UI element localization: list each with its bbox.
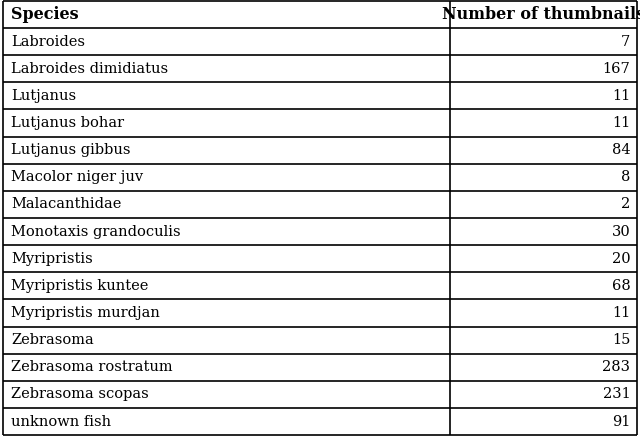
Text: 11: 11: [612, 116, 630, 130]
Text: 20: 20: [612, 252, 630, 266]
Bar: [3, 1, 637, 28]
Bar: [3, 408, 637, 435]
Text: Monotaxis grandoculis: Monotaxis grandoculis: [11, 225, 180, 238]
Bar: [3, 354, 637, 381]
Text: 2: 2: [621, 198, 630, 211]
Text: 84: 84: [612, 143, 630, 157]
Text: Lutjanus: Lutjanus: [11, 89, 76, 103]
Text: 8: 8: [621, 170, 630, 184]
Bar: [3, 191, 637, 218]
Bar: [3, 327, 637, 354]
Text: Malacanthidae: Malacanthidae: [11, 198, 121, 211]
Text: 7: 7: [621, 34, 630, 48]
Text: 15: 15: [612, 333, 630, 347]
Text: Zebrasoma rostratum: Zebrasoma rostratum: [11, 360, 173, 374]
Text: Lutjanus bohar: Lutjanus bohar: [11, 116, 124, 130]
Bar: [3, 82, 637, 109]
Text: Myripristis murdjan: Myripristis murdjan: [11, 306, 160, 320]
Text: 231: 231: [603, 388, 630, 402]
Bar: [3, 164, 637, 191]
Text: 283: 283: [602, 360, 630, 374]
Bar: [3, 300, 637, 327]
Bar: [3, 55, 637, 82]
Bar: [3, 245, 637, 272]
Bar: [3, 109, 637, 136]
Text: 91: 91: [612, 415, 630, 429]
Bar: [3, 136, 637, 164]
Text: 30: 30: [612, 225, 630, 238]
Text: Number of thumbnails: Number of thumbnails: [442, 6, 640, 23]
Text: unknown fish: unknown fish: [11, 415, 111, 429]
Text: Myripristis: Myripristis: [11, 252, 93, 266]
Bar: [3, 272, 637, 300]
Text: Zebrasoma scopas: Zebrasoma scopas: [11, 388, 148, 402]
Text: Species: Species: [11, 6, 79, 23]
Text: Zebrasoma: Zebrasoma: [11, 333, 93, 347]
Text: 167: 167: [603, 62, 630, 76]
Text: Labroides dimidiatus: Labroides dimidiatus: [11, 62, 168, 76]
Text: Myripristis kuntee: Myripristis kuntee: [11, 279, 148, 293]
Text: 11: 11: [612, 306, 630, 320]
Bar: [3, 28, 637, 55]
Text: Labroides: Labroides: [11, 34, 85, 48]
Text: Macolor niger juv: Macolor niger juv: [11, 170, 143, 184]
Text: Lutjanus gibbus: Lutjanus gibbus: [11, 143, 131, 157]
Text: 68: 68: [612, 279, 630, 293]
Bar: [3, 218, 637, 245]
Text: 11: 11: [612, 89, 630, 103]
Bar: [3, 381, 637, 408]
